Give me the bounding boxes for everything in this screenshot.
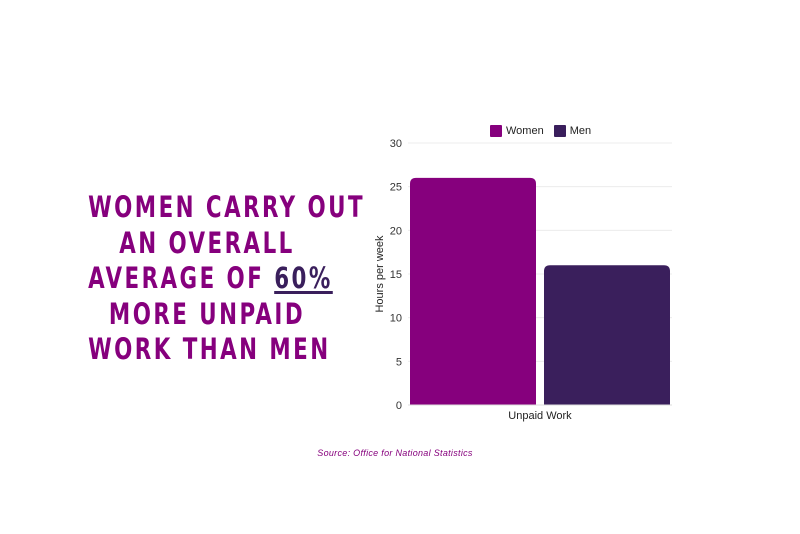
y-tick-label-0: 0 — [396, 400, 402, 412]
legend-swatch-women — [490, 125, 502, 137]
y-tick-label-4: 20 — [390, 225, 402, 237]
y-axis-label: Hours per week — [374, 235, 386, 313]
legend-item-women[interactable]: Women — [490, 125, 544, 137]
x-category-label-0: Unpaid Work — [508, 410, 572, 422]
headline: WOMEN CARRY OUT AN OVERALL AVERAGE OF 60… — [88, 190, 366, 368]
headline-line-4: MORE UNPAID — [108, 296, 306, 331]
y-tick-label-1: 5 — [396, 356, 402, 368]
chart-legend: Women Men — [490, 124, 591, 138]
headline-line-3-text: AVERAGE OF — [88, 261, 275, 295]
legend-item-men[interactable]: Men — [553, 125, 592, 137]
headline-line-1: WOMEN CARRY OUT — [88, 190, 366, 224]
bar-men — [544, 265, 670, 405]
y-tick-label-5: 25 — [390, 182, 402, 194]
legend-swatch-men — [553, 125, 566, 137]
legend-label-men: Men — [569, 125, 592, 137]
legend-label-women: Women — [506, 125, 544, 137]
headline-highlight: 60% — [274, 261, 333, 295]
bar-women — [410, 177, 536, 405]
source-note: Source: Office for National Statistics — [317, 448, 473, 458]
headline-line-3: AVERAGE OF 60% — [88, 261, 330, 297]
headline-line-5: WORK THAN MEN — [88, 332, 331, 366]
headline-line-2: AN OVERALL — [119, 225, 295, 260]
y-tick-label-3: 15 — [390, 269, 402, 281]
y-tick-label-2: 10 — [390, 313, 402, 325]
y-tick-label-6: 30 — [390, 138, 402, 150]
